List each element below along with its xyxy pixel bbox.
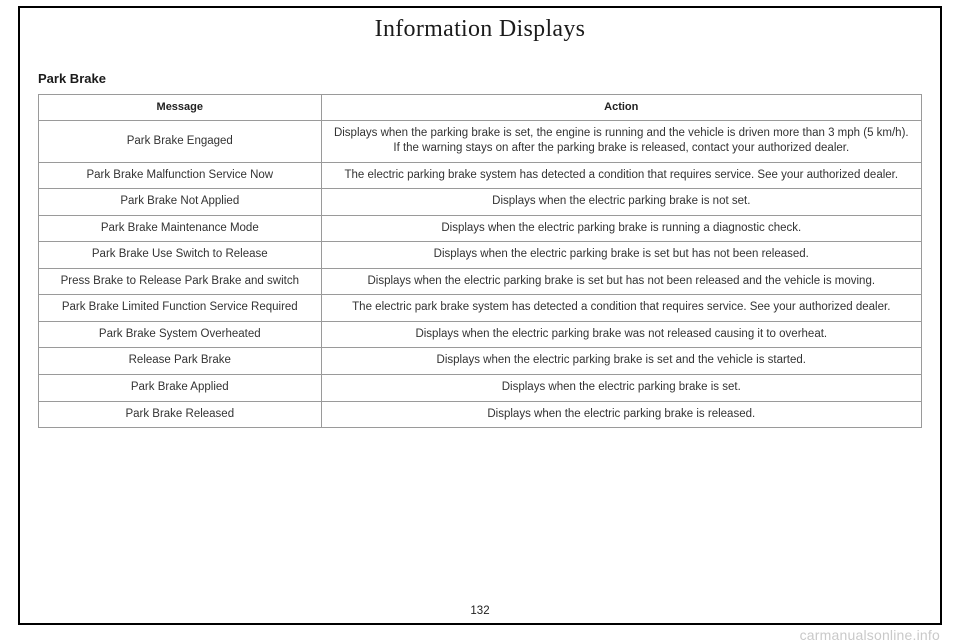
page-title: Information Displays bbox=[38, 16, 922, 43]
table-row: Release Park Brake Displays when the ele… bbox=[39, 348, 922, 375]
manual-page: Information Displays Park Brake Message … bbox=[0, 0, 960, 643]
cell-action: Displays when the electric parking brake… bbox=[321, 375, 921, 402]
cell-action: Displays when the electric parking brake… bbox=[321, 401, 921, 428]
header-message: Message bbox=[39, 95, 322, 121]
table-header-row: Message Action bbox=[39, 95, 922, 121]
park-brake-table: Message Action Park Brake Engaged Displa… bbox=[38, 94, 922, 428]
table-row: Park Brake Maintenance Mode Displays whe… bbox=[39, 215, 922, 242]
header-action: Action bbox=[321, 95, 921, 121]
cell-action: Displays when the electric parking brake… bbox=[321, 242, 921, 269]
cell-action: Displays when the parking brake is set, … bbox=[321, 120, 921, 162]
cell-action: Displays when the electric parking brake… bbox=[321, 189, 921, 216]
table-row: Park Brake Not Applied Displays when the… bbox=[39, 189, 922, 216]
cell-message: Park Brake Applied bbox=[39, 375, 322, 402]
cell-action: Displays when the electric parking brake… bbox=[321, 321, 921, 348]
table-row: Park Brake Applied Displays when the ele… bbox=[39, 375, 922, 402]
watermark-text: carmanualsonline.info bbox=[800, 627, 940, 643]
table-row: Park Brake Use Switch to Release Display… bbox=[39, 242, 922, 269]
cell-message: Park Brake Maintenance Mode bbox=[39, 215, 322, 242]
table-row: Park Brake Malfunction Service Now The e… bbox=[39, 162, 922, 189]
cell-message: Park Brake System Overheated bbox=[39, 321, 322, 348]
section-title: Park Brake bbox=[38, 71, 922, 86]
cell-action: The electric park brake system has detec… bbox=[321, 295, 921, 322]
cell-action: The electric parking brake system has de… bbox=[321, 162, 921, 189]
table-row: Press Brake to Release Park Brake and sw… bbox=[39, 268, 922, 295]
page-number: 132 bbox=[20, 605, 940, 617]
cell-action: Displays when the electric parking brake… bbox=[321, 215, 921, 242]
table-row: Park Brake Limited Function Service Requ… bbox=[39, 295, 922, 322]
cell-message: Park Brake Use Switch to Release bbox=[39, 242, 322, 269]
cell-action: Displays when the electric parking brake… bbox=[321, 268, 921, 295]
cell-action: Displays when the electric parking brake… bbox=[321, 348, 921, 375]
cell-message: Park Brake Not Applied bbox=[39, 189, 322, 216]
cell-message: Release Park Brake bbox=[39, 348, 322, 375]
cell-message: Park Brake Malfunction Service Now bbox=[39, 162, 322, 189]
cell-message: Park Brake Limited Function Service Requ… bbox=[39, 295, 322, 322]
table-row: Park Brake System Overheated Displays wh… bbox=[39, 321, 922, 348]
table-row: Park Brake Released Displays when the el… bbox=[39, 401, 922, 428]
cell-message: Park Brake Released bbox=[39, 401, 322, 428]
page-frame: Information Displays Park Brake Message … bbox=[18, 6, 942, 625]
cell-message: Press Brake to Release Park Brake and sw… bbox=[39, 268, 322, 295]
cell-message: Park Brake Engaged bbox=[39, 120, 322, 162]
table-row: Park Brake Engaged Displays when the par… bbox=[39, 120, 922, 162]
